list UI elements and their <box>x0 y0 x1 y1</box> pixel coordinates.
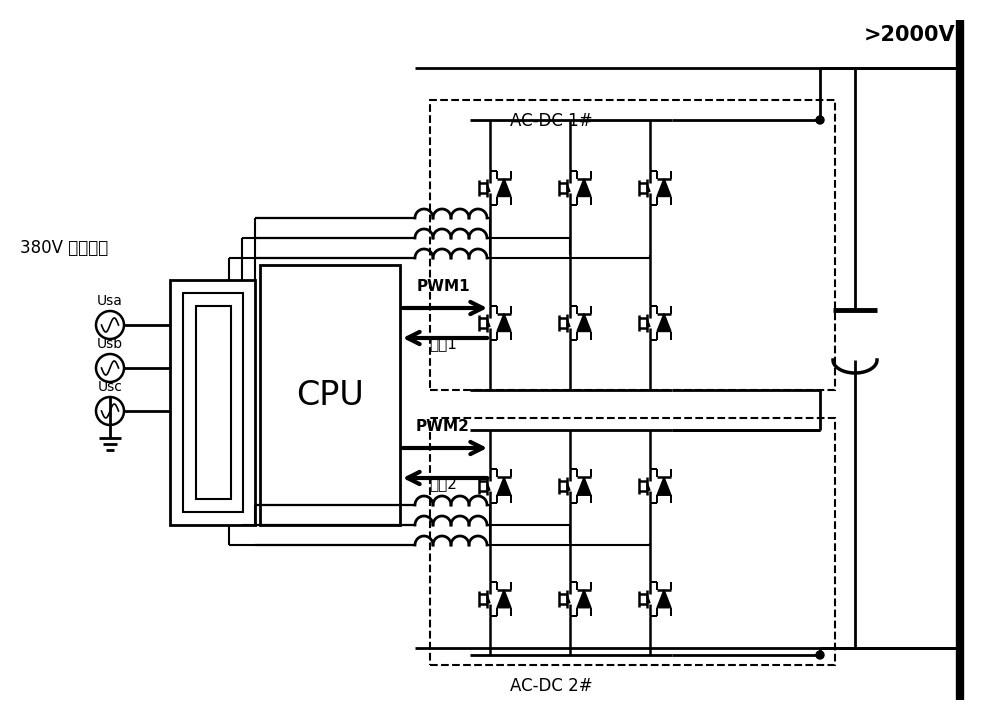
Polygon shape <box>567 482 570 490</box>
Polygon shape <box>497 179 511 197</box>
Polygon shape <box>497 477 511 495</box>
Text: 采样2: 采样2 <box>429 476 457 491</box>
Polygon shape <box>577 179 591 197</box>
Polygon shape <box>487 184 490 192</box>
Polygon shape <box>487 318 490 327</box>
Polygon shape <box>567 595 570 603</box>
Bar <box>170 280 255 525</box>
Text: 采样1: 采样1 <box>429 336 457 351</box>
Polygon shape <box>577 313 591 332</box>
Polygon shape <box>647 184 650 192</box>
Polygon shape <box>577 477 591 495</box>
Polygon shape <box>497 590 511 608</box>
Polygon shape <box>657 179 671 197</box>
Text: >2000V: >2000V <box>863 25 955 45</box>
Text: AC-DC 1#: AC-DC 1# <box>510 112 593 130</box>
Bar <box>430 418 835 665</box>
Polygon shape <box>647 318 650 327</box>
Bar <box>260 265 400 525</box>
Text: AC-DC 2#: AC-DC 2# <box>510 677 593 695</box>
Polygon shape <box>577 590 591 608</box>
Text: Usa: Usa <box>97 294 123 308</box>
Bar <box>183 293 243 512</box>
Polygon shape <box>657 590 671 608</box>
Polygon shape <box>487 595 490 603</box>
Text: Usb: Usb <box>97 337 123 351</box>
Text: 380V 低压电网: 380V 低压电网 <box>20 239 108 257</box>
Polygon shape <box>567 184 570 192</box>
Polygon shape <box>657 313 671 332</box>
Polygon shape <box>567 318 570 327</box>
Bar <box>196 306 231 499</box>
Text: PWM1: PWM1 <box>416 279 470 294</box>
Circle shape <box>816 116 824 124</box>
Bar <box>430 100 835 390</box>
Polygon shape <box>647 482 650 490</box>
Text: PWM2: PWM2 <box>416 419 470 434</box>
Polygon shape <box>497 313 511 332</box>
Polygon shape <box>657 477 671 495</box>
Text: Usc: Usc <box>98 380 122 394</box>
Text: CPU: CPU <box>296 378 364 412</box>
Polygon shape <box>647 595 650 603</box>
Polygon shape <box>487 482 490 490</box>
Circle shape <box>816 651 824 659</box>
